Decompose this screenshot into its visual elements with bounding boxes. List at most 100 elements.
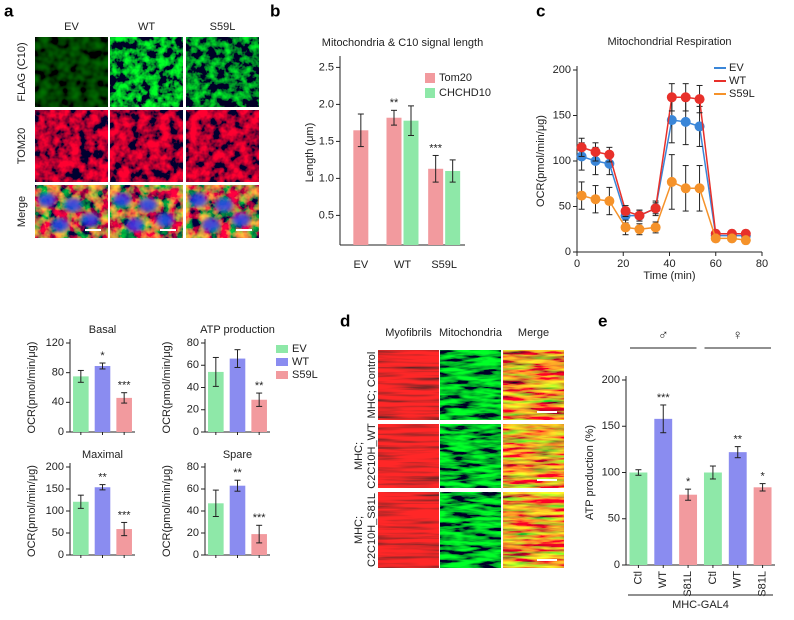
y-axis-label: ATP production (%) (584, 425, 596, 520)
significance: *** (253, 512, 267, 524)
bar (629, 472, 648, 565)
y-tick-label: 2.0 (319, 98, 334, 110)
bar (703, 472, 722, 565)
data-point (694, 183, 705, 194)
bar (116, 529, 132, 555)
micrograph (440, 492, 501, 568)
y-tick-label: 0 (193, 426, 199, 438)
nucleus (126, 218, 144, 232)
y-tick-label: 0 (58, 549, 64, 561)
micrograph (503, 424, 564, 488)
data-point (650, 203, 661, 214)
chart-title: ATP production (200, 324, 275, 336)
chart-title: Spare (223, 449, 252, 461)
micrograph (440, 350, 501, 420)
nucleus (156, 213, 174, 227)
y-tick-label: 0.5 (319, 209, 334, 221)
significance: ** (390, 97, 399, 109)
y-tick-label: 50 (559, 200, 571, 212)
nucleus (38, 193, 56, 207)
data-point (634, 224, 645, 235)
y-tick-label: 0 (193, 549, 199, 561)
bar (753, 487, 772, 565)
micrograph (440, 424, 501, 488)
x-tick-label: 20 (617, 258, 629, 270)
data-point (590, 146, 601, 157)
data-point (680, 183, 691, 194)
y-axis-label: OCR(pmol/min/μg) (535, 115, 547, 207)
nucleus (215, 198, 233, 212)
y-tick-label: 150 (553, 109, 571, 121)
bar (428, 168, 444, 245)
bar (73, 501, 89, 555)
legend-swatch (425, 73, 435, 83)
legend-swatch (425, 88, 435, 98)
y-tick-label: 0 (58, 426, 64, 438)
bar (445, 171, 461, 245)
significance: ** (233, 467, 242, 479)
nucleus (81, 213, 99, 227)
y-tick-label: 20 (187, 404, 199, 416)
y-tick-label: 100 (602, 466, 620, 478)
data-point (620, 206, 631, 217)
bar (386, 117, 402, 245)
row-label: Merge (16, 196, 28, 227)
data-point (666, 92, 677, 103)
significance: ** (255, 380, 264, 392)
y-tick-label: 1.5 (319, 135, 334, 147)
bar (728, 452, 747, 565)
bar (94, 487, 111, 555)
y-tick-label: 120 (46, 337, 64, 349)
y-tick-label: 1.0 (319, 172, 334, 184)
data-point (634, 210, 645, 221)
group-label: ♀ (733, 327, 744, 343)
column-label: S59L (210, 21, 236, 33)
bar (229, 358, 246, 432)
y-axis-label: Length (μm) (304, 123, 316, 183)
y-tick-label: 40 (187, 505, 199, 517)
y-tick-label: 20 (187, 527, 199, 539)
y-tick-label: 80 (52, 367, 64, 379)
panel-label: b (270, 1, 280, 20)
data-point (680, 116, 691, 127)
data-point (710, 233, 721, 244)
y-axis-label: OCR(pmol/min/μg) (26, 342, 38, 434)
data-point (666, 176, 677, 187)
chart-title: Maximal (82, 449, 123, 461)
y-tick-label: 40 (52, 396, 64, 408)
row-label: C2C10H_S81L (366, 493, 378, 567)
x-axis-label: Time (min) (643, 270, 695, 282)
nucleus (189, 193, 207, 207)
column-label: WT (138, 21, 155, 33)
nucleus (232, 213, 250, 227)
y-tick-label: 0 (565, 246, 571, 258)
data-point (740, 235, 751, 246)
significance: ** (733, 434, 742, 446)
y-tick-label: 100 (553, 155, 571, 167)
y-tick-label: 200 (602, 374, 620, 386)
data-point (576, 190, 587, 201)
x-tick-label: S81L (756, 571, 768, 597)
bar (229, 485, 246, 555)
bar (208, 503, 224, 555)
x-tick-label: WT (732, 571, 744, 588)
data-point (680, 92, 691, 103)
micrograph (186, 37, 259, 107)
x-tick-label: S59L (431, 259, 457, 271)
micrograph (110, 110, 183, 182)
micrograph (503, 350, 564, 420)
data-point (726, 233, 737, 244)
legend-label: S59L (292, 369, 318, 381)
significance: *** (657, 392, 671, 404)
y-tick-label: 150 (602, 420, 620, 432)
data-point (650, 222, 661, 233)
column-label: EV (64, 21, 79, 33)
data-point (694, 94, 705, 105)
y-tick-label: 50 (608, 513, 620, 525)
x-axis-label: MHC-GAL4 (672, 599, 729, 611)
significance: * (686, 476, 691, 488)
y-tick-label: 50 (52, 527, 64, 539)
x-tick-label: EV (353, 259, 368, 271)
bar (251, 534, 267, 555)
